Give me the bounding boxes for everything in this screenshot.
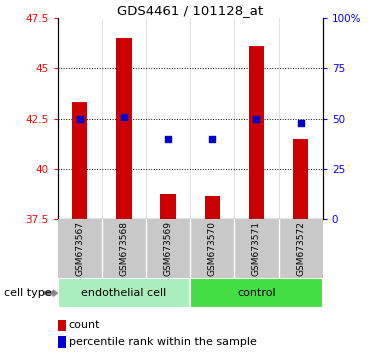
Text: percentile rank within the sample: percentile rank within the sample xyxy=(69,337,256,347)
Text: endothelial cell: endothelial cell xyxy=(81,288,167,298)
Text: control: control xyxy=(237,288,276,298)
Point xyxy=(77,116,83,121)
Bar xyxy=(72,102,87,219)
Text: GSM673570: GSM673570 xyxy=(208,221,217,276)
Point xyxy=(165,136,171,142)
Title: GDS4461 / 101128_at: GDS4461 / 101128_at xyxy=(117,4,263,17)
Text: GSM673567: GSM673567 xyxy=(75,221,84,276)
Text: GSM673571: GSM673571 xyxy=(252,221,261,276)
Text: GSM673572: GSM673572 xyxy=(296,221,305,276)
Bar xyxy=(116,38,132,219)
Bar xyxy=(190,278,323,308)
Bar xyxy=(293,139,308,219)
Text: GSM673569: GSM673569 xyxy=(164,221,173,276)
Bar xyxy=(160,194,176,219)
Point xyxy=(253,116,259,121)
Text: count: count xyxy=(69,320,100,330)
Point xyxy=(121,114,127,119)
Bar xyxy=(204,196,220,219)
Text: GSM673568: GSM673568 xyxy=(119,221,128,276)
Point xyxy=(298,120,303,125)
Bar xyxy=(249,46,264,219)
Bar xyxy=(58,278,190,308)
Text: cell type: cell type xyxy=(4,288,51,298)
Point xyxy=(209,136,215,142)
